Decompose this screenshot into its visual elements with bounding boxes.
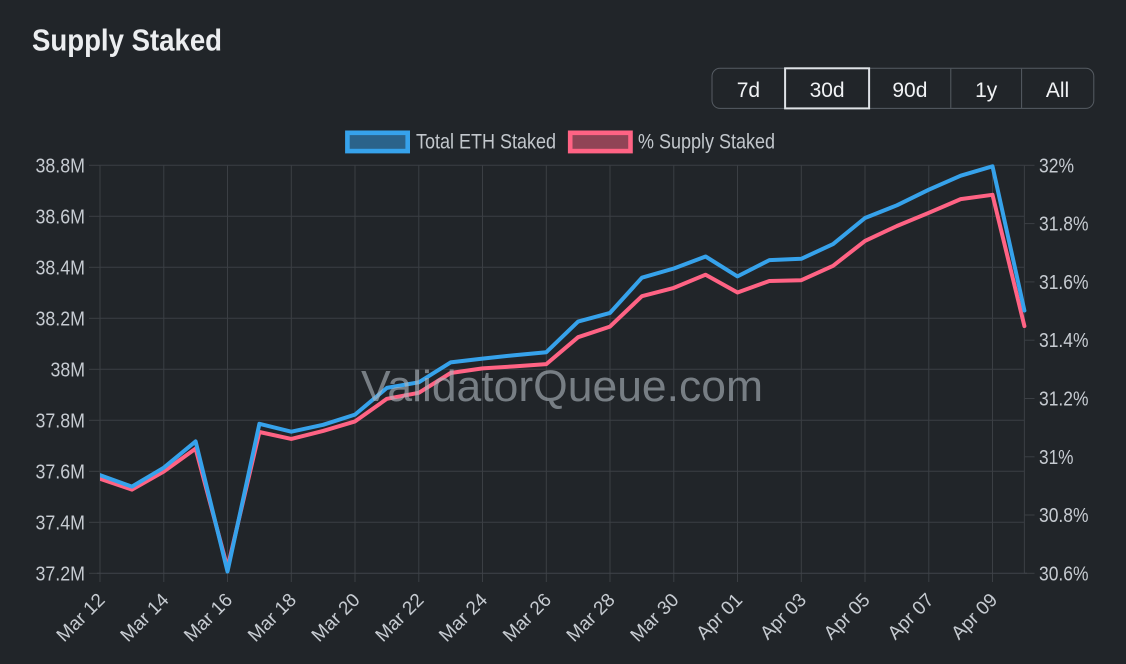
svg-text:38.2M: 38.2M [36,308,86,330]
svg-text:37.6M: 37.6M [36,461,86,483]
svg-text:1y: 1y [975,79,998,102]
svg-text:31.8%: 31.8% [1039,214,1089,236]
svg-text:37.8M: 37.8M [36,410,86,432]
svg-text:38.6M: 38.6M [36,206,86,228]
svg-text:30.8%: 30.8% [1039,505,1089,527]
svg-text:Supply Staked: Supply Staked [32,23,222,58]
svg-text:37.2M: 37.2M [36,563,86,585]
svg-text:38.4M: 38.4M [36,257,86,279]
svg-text:31.4%: 31.4% [1039,330,1089,352]
svg-text:90d: 90d [892,79,927,102]
svg-text:30d: 30d [810,79,845,102]
svg-text:Total ETH Staked: Total ETH Staked [416,131,556,154]
svg-text:ValidatorQueue.com: ValidatorQueue.com [361,362,763,411]
svg-text:% Supply Staked: % Supply Staked [638,131,775,154]
svg-text:31.2%: 31.2% [1039,389,1089,411]
svg-text:32%: 32% [1039,155,1074,177]
svg-text:38M: 38M [51,359,86,381]
svg-text:30.6%: 30.6% [1039,563,1089,585]
svg-text:7d: 7d [737,79,760,102]
svg-text:31.6%: 31.6% [1039,272,1089,294]
svg-text:All: All [1046,79,1069,102]
svg-text:38.8M: 38.8M [36,155,86,177]
svg-text:31%: 31% [1039,447,1074,469]
svg-text:37.4M: 37.4M [36,512,86,534]
